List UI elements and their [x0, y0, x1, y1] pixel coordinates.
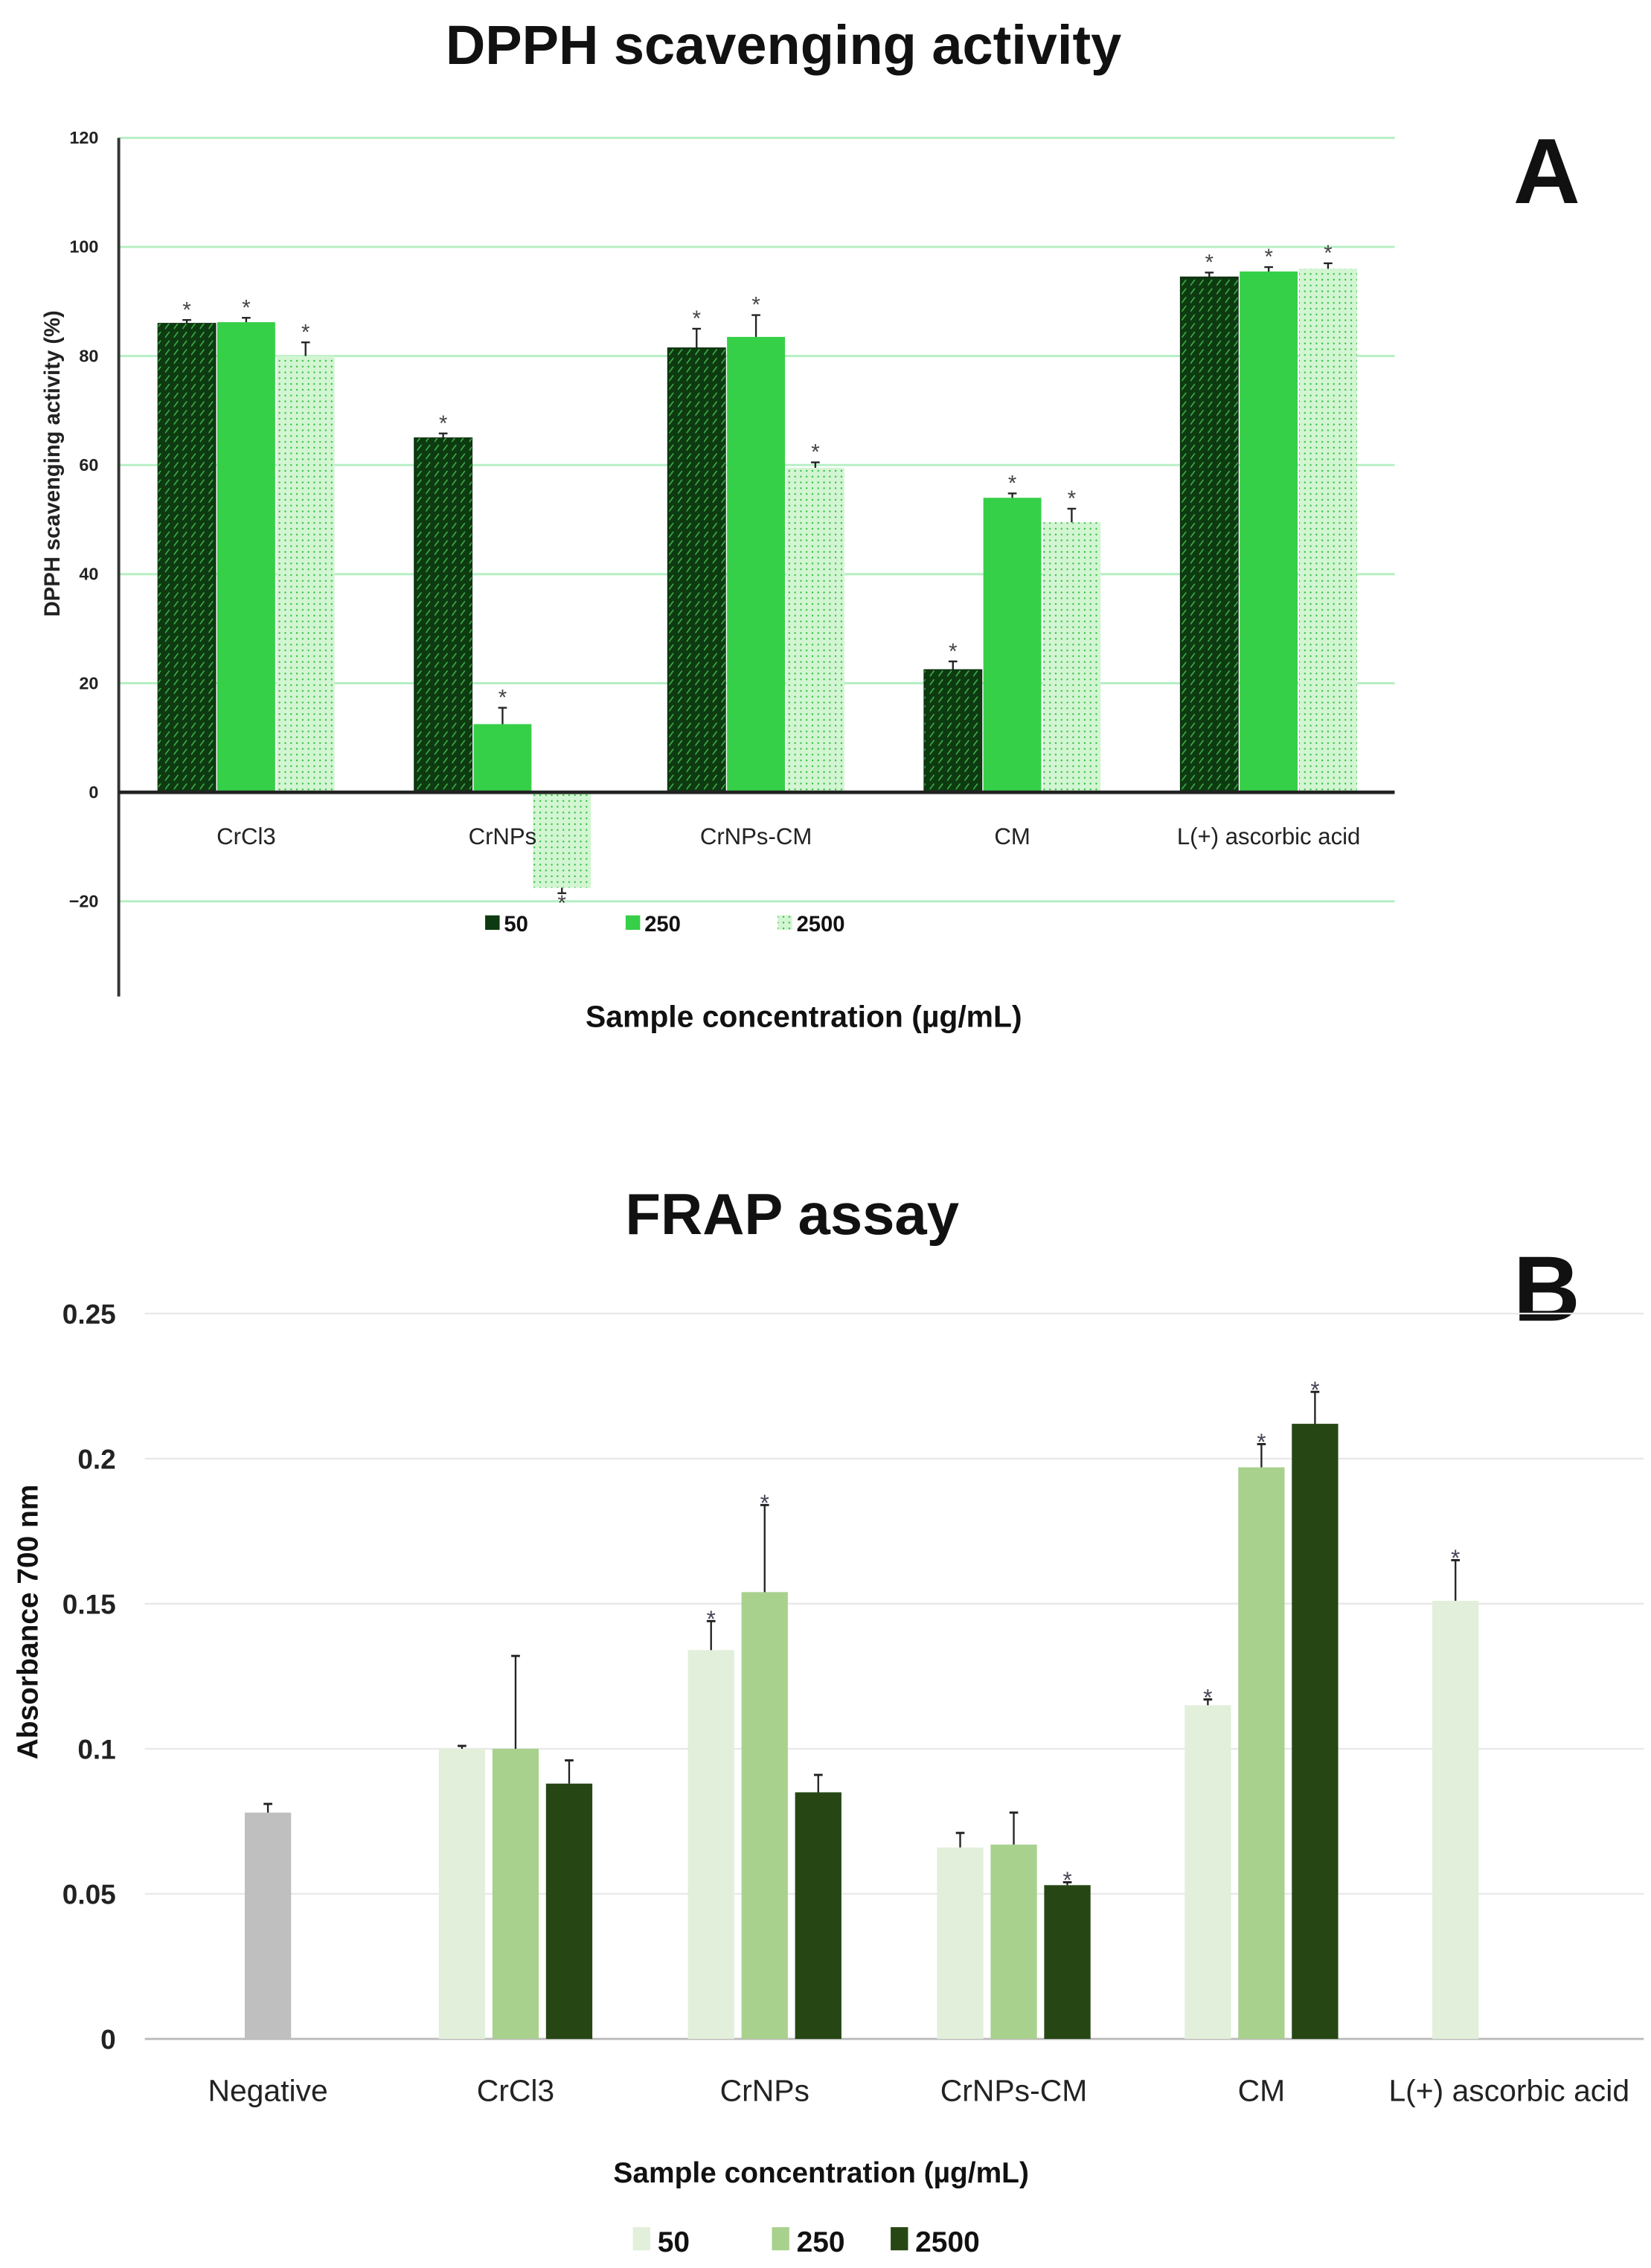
bar-2500-CM: [1042, 522, 1101, 793]
category-label: CM: [994, 823, 1030, 849]
significance-marker: *: [498, 687, 507, 710]
bar-250-CrNPs: [473, 724, 532, 793]
legend-swatch-2500: [778, 915, 792, 931]
category-label: CrNPs-CM: [940, 2074, 1087, 2108]
significance-marker: *: [760, 1490, 769, 1516]
significance-marker: *: [1203, 1684, 1212, 1710]
y-tick-label: 40: [79, 565, 98, 584]
legend-label: 2500: [797, 913, 845, 937]
panel-letter: B: [1513, 1238, 1580, 1341]
bar-2500-CrNPs-CM: [1044, 1885, 1091, 2040]
bar-50-CrNPs-CM: [937, 1847, 984, 2040]
bar-50-CM: [923, 669, 983, 793]
bar-2500-CrNPs: [795, 1792, 841, 2040]
bar-250-CrNPs-CM: [727, 336, 785, 793]
bar-50-CrCl3: [157, 323, 217, 793]
significance-marker: *: [707, 1606, 716, 1632]
bar-50-L(+) ascorbic acid: [1432, 1601, 1479, 2040]
significance-marker: *: [301, 321, 310, 344]
x-axis-title: Sample concentration (µg/mL): [613, 2157, 1029, 2189]
category-label: CrCl3: [217, 823, 276, 849]
bar-2500-CrNPs: [533, 792, 592, 888]
frap-chart: FRAP assay B 0 0.05 0.1 0.15 0.2 0.25 * * * * * * * Neg…: [13, 1183, 1644, 2258]
significance-marker: *: [439, 412, 447, 436]
significance-marker: *: [1257, 1429, 1266, 1455]
y-tick-label: 0: [100, 2025, 116, 2055]
y-tick-label: 100: [69, 237, 98, 257]
y-tick-label: 80: [79, 346, 98, 365]
y-axis-title: DPPH scavenging activity (%): [41, 310, 65, 617]
bar-2500-CM: [1292, 1424, 1339, 2040]
bar-50-CrNPs: [414, 437, 473, 793]
y-tick-label: −20: [69, 892, 99, 911]
significance-marker: *: [751, 294, 760, 318]
dpph-chart: DPPH scavenging activity A −20 0 20 40 60 80 100…: [41, 14, 1580, 1033]
bar-250-CrNPs-CM: [990, 1844, 1037, 2040]
significance-marker: *: [182, 298, 190, 322]
bar-250-CM: [1238, 1467, 1285, 2040]
chart-title: DPPH scavenging activity: [446, 14, 1121, 76]
significance-marker: *: [1264, 245, 1272, 269]
panel-letter: A: [1513, 120, 1580, 223]
significance-marker: *: [1324, 242, 1332, 266]
y-tick-label: 0.15: [62, 1590, 116, 1620]
legend-swatch-50: [485, 915, 500, 931]
bar-2500-CrCl3: [276, 356, 335, 793]
category-label: L(+) ascorbic acid: [1388, 2074, 1629, 2108]
significance-marker: *: [1063, 1867, 1072, 1893]
y-tick-label: 20: [79, 673, 98, 693]
bar-2500-CrNPs-CM: [786, 467, 844, 793]
y-tick-label: 0.25: [62, 1299, 116, 1329]
bar-50-CrNPs-CM: [667, 347, 726, 793]
category-label: CrNPs: [469, 823, 537, 849]
bar-50-CrNPs: [687, 1650, 734, 2040]
significance-marker: *: [1068, 487, 1076, 511]
legend-label: 2500: [915, 2226, 980, 2258]
y-tick-label: 120: [69, 128, 98, 147]
significance-marker: *: [1008, 472, 1016, 495]
bar-250-CrNPs: [741, 1592, 788, 2040]
significance-marker: *: [558, 892, 566, 916]
bar-2500-CrCl3: [545, 1783, 593, 2040]
y-tick-label: 0: [89, 783, 98, 802]
significance-marker: *: [693, 307, 701, 331]
y-tick-label: 0.1: [77, 1735, 115, 1765]
bar-50-CrCl3: [438, 1748, 486, 2040]
significance-marker: *: [811, 441, 819, 465]
x-axis-title: Sample concentration (µg/mL): [586, 999, 1022, 1033]
y-tick-label: 0.05: [62, 1880, 116, 1910]
y-tick-label: 60: [79, 455, 98, 475]
category-label: CrNPs: [720, 2074, 810, 2108]
y-axis-title: Absorbance 700 nm: [13, 1485, 45, 1760]
legend-swatch-2500: [891, 2227, 908, 2251]
bar-250-CrCl3: [492, 1748, 539, 2040]
category-label: CM: [1238, 2074, 1286, 2108]
significance-marker: *: [242, 296, 250, 320]
legend-label: 50: [658, 2226, 690, 2258]
legend-swatch-250: [772, 2227, 789, 2251]
legend-label: 250: [644, 913, 681, 937]
category-label: CrNPs-CM: [700, 823, 812, 849]
y-tick-label: 0.2: [77, 1445, 115, 1475]
category-label: L(+) ascorbic acid: [1177, 823, 1361, 849]
chart-title: FRAP assay: [625, 1183, 959, 1247]
category-label: Negative: [208, 2074, 327, 2108]
legend-label: 50: [504, 913, 528, 937]
significance-marker: *: [1451, 1545, 1460, 1571]
bar-2500-L(+) ascorbic acid: [1299, 269, 1357, 793]
bar-50-CM: [1184, 1705, 1231, 2040]
legend-swatch-50: [632, 2227, 650, 2251]
significance-marker: *: [1205, 251, 1214, 275]
bar-250-L(+) ascorbic acid: [1240, 271, 1298, 793]
bar-250-CM: [983, 498, 1042, 793]
legend-swatch-250: [625, 915, 641, 931]
significance-marker: *: [949, 640, 957, 664]
category-label: CrCl3: [477, 2074, 554, 2108]
bar-250-CrCl3: [217, 322, 275, 793]
bar-50-L(+) ascorbic acid: [1179, 276, 1239, 793]
significance-marker: *: [1310, 1377, 1319, 1403]
bar-negative-control: [244, 1812, 292, 2040]
legend-label: 250: [797, 2226, 845, 2258]
